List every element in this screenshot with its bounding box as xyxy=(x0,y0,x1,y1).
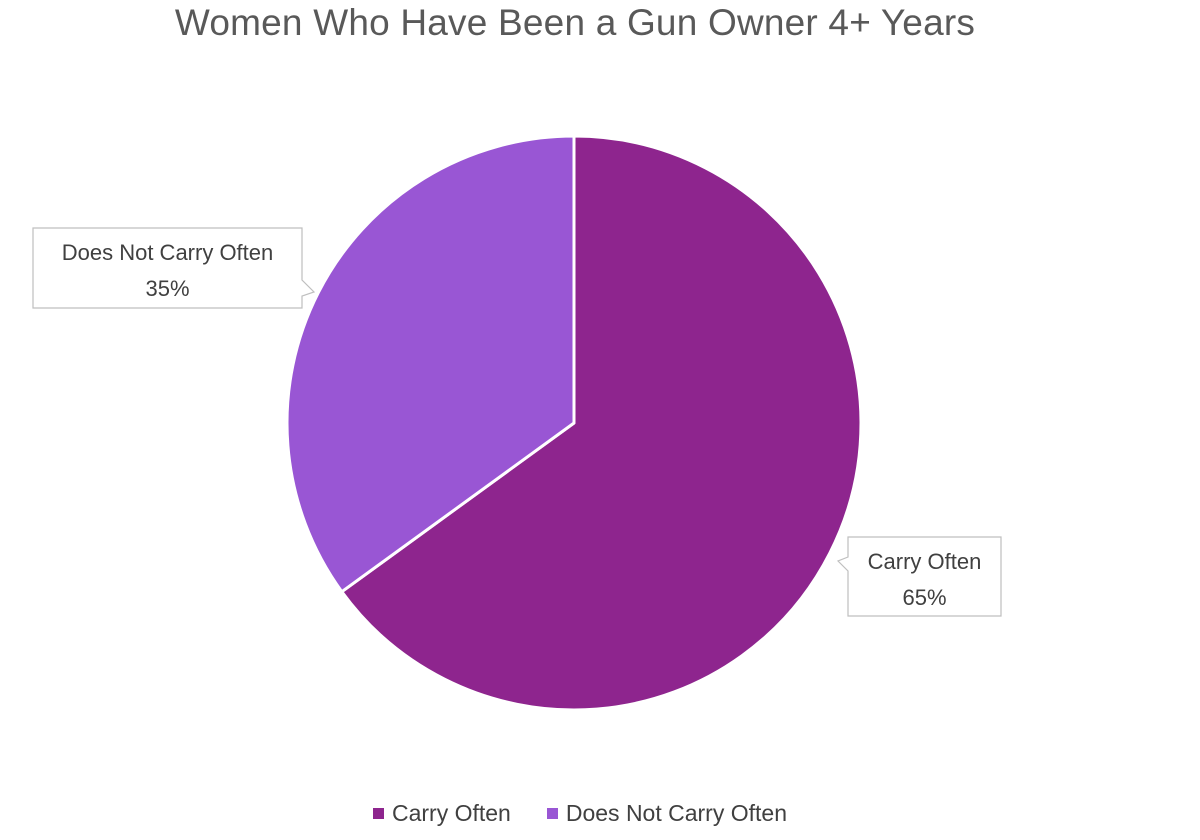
data-label-value: 35% xyxy=(145,276,189,301)
pie-slice-does-not-carry-often xyxy=(285,134,576,594)
chart-title: Women Who Have Been a Gun Owner 4+ Years xyxy=(174,2,976,43)
legend-item-does-not-carry-often: Does Not Carry Often xyxy=(546,800,787,827)
legend-label: Does Not Carry Often xyxy=(565,800,787,826)
data-label-value: 65% xyxy=(902,585,946,610)
legend-swatch xyxy=(372,808,384,819)
callout-carry-often: Carry Often 65% xyxy=(836,536,1002,617)
legend-item-carry-often: Carry Often xyxy=(372,800,511,827)
data-label-category: Carry Often xyxy=(868,549,982,574)
pie-slices xyxy=(285,134,863,712)
pie-callouts: Carry Often 65% Does Not Carry Often 35% xyxy=(32,227,1002,617)
legend-swatch xyxy=(546,808,558,819)
callout-box xyxy=(836,536,1002,617)
legend-label: Carry Often xyxy=(391,800,511,826)
callout-box xyxy=(32,227,316,309)
data-label-category: Does Not Carry Often xyxy=(62,240,274,265)
callout-does-not-carry-often: Does Not Carry Often 35% xyxy=(32,227,316,309)
pie-chart: Carry Often 65% Does Not Carry Often 35% xyxy=(32,134,1002,712)
pie-slice-carry-often xyxy=(340,134,863,712)
legend: Carry Often Does Not Carry Often xyxy=(0,800,1160,827)
